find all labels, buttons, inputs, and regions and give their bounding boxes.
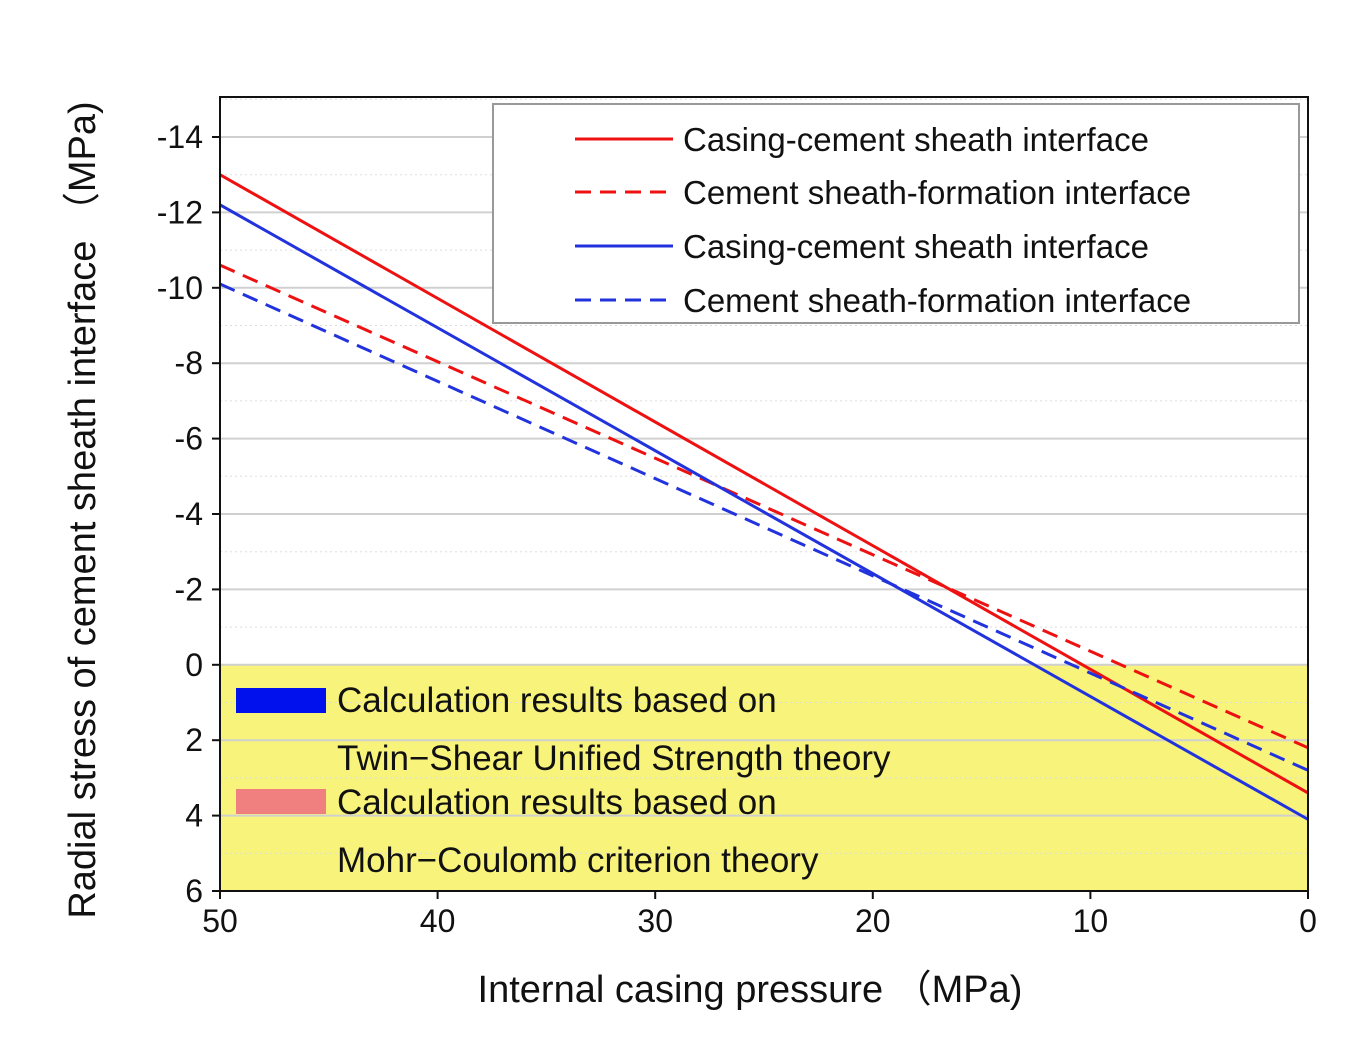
note-line2-0: Twin−Shear Unified Strength theory [337,739,891,778]
y-tick-label: 4 [185,798,203,834]
x-tick-label: 50 [202,903,238,939]
y-tick-label: 0 [185,647,203,683]
y-tick-label: 6 [185,873,203,909]
series-line-2 [219,203,1309,821]
y-tick-label: -6 [175,421,203,457]
note-swatch-0 [236,688,326,713]
x-tick-label: 30 [637,903,673,939]
x-tick-label: 0 [1299,903,1317,939]
y-tick-label: -12 [157,194,203,230]
y-tick-label: -10 [157,270,203,306]
y-tick-label: -4 [175,496,203,532]
note-line2-1: Mohr−Coulomb criterion theory [337,841,819,880]
legend-label-1: Cement sheath-formation interface [683,174,1191,211]
y-tick-label: -14 [157,119,203,155]
x-tick-label: 10 [1073,903,1109,939]
y-tick-label: -2 [175,571,203,607]
x-tick-label: 40 [420,903,456,939]
note-line1-1: Calculation results based on [337,783,777,822]
x-tick-label: 20 [855,903,891,939]
series-line-0 [219,173,1309,795]
legend-label-3: Cement sheath-formation interface [683,282,1191,319]
x-axis-title: Internal casing pressure （MPa) [478,969,1023,1011]
y-axis-title: Radial stress of cement sheath interface… [62,101,104,918]
legend-label-2: Casing-cement sheath interface [683,228,1149,265]
legend-label-0: Casing-cement sheath interface [683,121,1149,158]
y-tick-label: 2 [185,722,203,758]
plot-area-frame [219,96,1309,892]
y-tick-label: -8 [175,345,203,381]
note-line1-0: Calculation results based on [337,681,777,720]
note-swatch-1 [236,789,326,814]
